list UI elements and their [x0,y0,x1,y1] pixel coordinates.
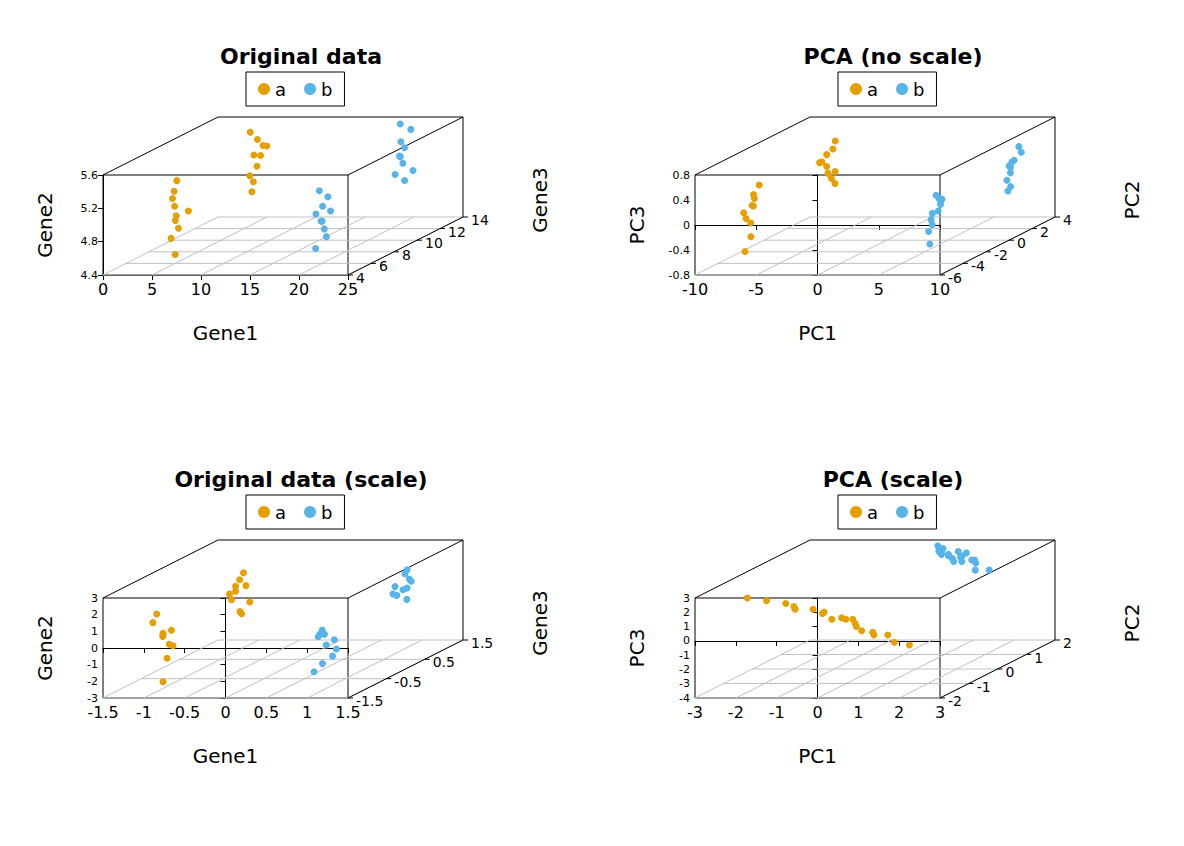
svg-text:PCA (scale): PCA (scale) [823,467,964,492]
svg-text:-0.4: -0.4 [669,244,690,257]
svg-text:0: 0 [683,634,690,647]
svg-text:8: 8 [402,247,411,263]
svg-text:5.2: 5.2 [81,202,99,215]
svg-text:-2: -2 [948,693,962,709]
svg-text:-0.5: -0.5 [394,674,421,690]
svg-text:-1: -1 [977,679,991,695]
svg-text:Gene1: Gene1 [193,321,259,345]
svg-text:-3: -3 [679,677,690,690]
svg-text:-1: -1 [87,658,98,671]
svg-text:PC3: PC3 [625,206,649,245]
svg-text:-6: -6 [948,270,962,286]
svg-text:-2: -2 [994,247,1008,263]
svg-text:25: 25 [337,279,359,299]
svg-text:Original data: Original data [220,44,382,69]
svg-text:3: 3 [683,592,690,605]
svg-text:1: 1 [683,620,690,633]
svg-text:PC1: PC1 [798,321,837,345]
svg-text:b: b [321,502,332,523]
svg-text:0: 0 [683,219,690,232]
svg-text:0: 0 [1006,664,1015,680]
svg-text:Gene3: Gene3 [528,590,552,656]
svg-text:14: 14 [471,212,489,228]
svg-text:5.6: 5.6 [81,169,99,182]
svg-text:0: 0 [220,703,230,722]
svg-text:4: 4 [356,270,365,286]
svg-text:6: 6 [379,258,388,274]
svg-text:-3: -3 [687,703,703,722]
svg-text:2: 2 [91,608,98,621]
svg-text:4.4: 4.4 [81,269,99,282]
svg-text:1: 1 [853,703,863,722]
svg-text:b: b [913,79,924,100]
svg-text:1.5: 1.5 [335,702,361,722]
svg-text:3: 3 [935,703,945,722]
svg-text:b: b [321,79,332,100]
svg-text:0: 0 [91,642,98,655]
svg-text:12: 12 [448,224,466,240]
svg-text:a: a [275,79,286,100]
svg-text:b: b [913,502,924,523]
svg-text:Original data (scale): Original data (scale) [174,467,427,492]
svg-text:4: 4 [1063,212,1072,228]
svg-text:-10: -10 [682,280,708,299]
svg-text:5: 5 [147,280,157,299]
svg-text:a: a [867,502,878,523]
svg-text:PC2: PC2 [1120,604,1144,643]
svg-text:-2: -2 [728,703,744,722]
svg-text:10: 10 [425,235,443,251]
svg-text:PC2: PC2 [1120,181,1144,220]
svg-text:-2: -2 [679,663,690,676]
svg-text:1.5: 1.5 [471,635,493,651]
svg-text:1: 1 [1034,650,1043,666]
svg-text:2: 2 [1040,224,1049,240]
svg-text:15: 15 [240,280,260,299]
svg-text:5: 5 [874,280,884,299]
svg-text:2: 2 [1063,635,1072,651]
svg-text:-4: -4 [971,258,985,274]
svg-text:10: 10 [191,280,211,299]
svg-text:-1.5: -1.5 [356,693,383,709]
svg-text:Gene2: Gene2 [33,192,57,258]
svg-text:2: 2 [894,703,904,722]
svg-text:a: a [867,79,878,100]
svg-text:4.8: 4.8 [81,235,99,248]
svg-text:0: 0 [1017,235,1026,251]
svg-text:0.5: 0.5 [254,703,279,722]
svg-text:Gene1: Gene1 [193,744,259,768]
svg-text:1: 1 [91,625,98,638]
svg-text:0.5: 0.5 [433,654,455,670]
svg-text:0.8: 0.8 [673,169,691,182]
svg-text:PC3: PC3 [625,629,649,668]
svg-text:-5: -5 [748,280,764,299]
svg-text:0: 0 [812,280,822,299]
svg-text:2: 2 [683,606,690,619]
svg-text:-0.5: -0.5 [169,703,200,722]
svg-text:1: 1 [302,703,312,722]
svg-text:-1: -1 [679,649,690,662]
svg-text:-1.5: -1.5 [87,703,118,722]
svg-text:PC1: PC1 [798,744,837,768]
svg-text:-4: -4 [679,691,690,705]
svg-text:a: a [275,502,286,523]
svg-text:Gene2: Gene2 [33,615,57,681]
svg-text:PCA (no scale): PCA (no scale) [804,44,983,69]
svg-text:-1: -1 [136,703,152,722]
svg-text:10: 10 [929,279,951,299]
svg-text:-2: -2 [87,675,98,688]
svg-text:3: 3 [91,592,98,605]
svg-text:20: 20 [289,280,309,299]
svg-text:0: 0 [98,280,108,299]
svg-text:-3: -3 [87,691,98,705]
svg-text:-1: -1 [769,703,785,722]
svg-text:0.4: 0.4 [673,194,691,207]
svg-text:-0.8: -0.8 [668,268,690,282]
svg-text:Gene3: Gene3 [528,167,552,233]
svg-text:0: 0 [812,703,822,722]
